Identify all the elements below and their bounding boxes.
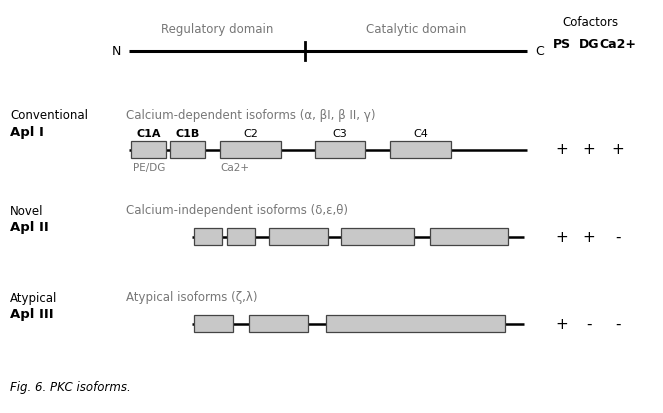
Text: C1B: C1B	[176, 129, 200, 139]
Text: C4: C4	[413, 129, 428, 139]
Text: +: +	[556, 316, 569, 331]
Text: Apl II: Apl II	[10, 221, 48, 234]
Bar	[430, 228, 508, 246]
Bar	[315, 142, 365, 159]
Text: Atypical: Atypical	[10, 291, 57, 304]
Text: +: +	[611, 142, 625, 157]
Text: Apl III: Apl III	[10, 307, 54, 320]
Bar	[341, 228, 414, 246]
Text: +: +	[556, 230, 569, 244]
Bar	[269, 228, 328, 246]
Text: PE/DG: PE/DG	[133, 162, 165, 172]
Text: Ca2+: Ca2+	[221, 162, 250, 172]
Text: Fig. 6. PKC isoforms.: Fig. 6. PKC isoforms.	[10, 380, 131, 393]
Text: Cofactors: Cofactors	[562, 16, 618, 29]
Text: PS: PS	[553, 38, 572, 51]
Bar	[194, 315, 233, 332]
Bar	[227, 228, 255, 246]
Bar	[390, 142, 451, 159]
Bar	[194, 228, 222, 246]
Bar	[220, 142, 281, 159]
Text: -: -	[615, 316, 621, 331]
Text: Atypical isoforms (ζ,λ): Atypical isoforms (ζ,λ)	[126, 290, 257, 303]
Text: Catalytic domain: Catalytic domain	[366, 23, 466, 36]
Text: +: +	[582, 142, 595, 157]
Text: C1A: C1A	[137, 129, 160, 139]
Text: N: N	[112, 45, 121, 58]
Text: Calcium-dependent isoforms (α, βI, β II, γ): Calcium-dependent isoforms (α, βI, β II,…	[126, 108, 375, 121]
Text: -: -	[615, 230, 621, 244]
Text: Apl I: Apl I	[10, 126, 44, 139]
Bar	[170, 142, 205, 159]
Text: Ca2+: Ca2+	[599, 38, 636, 51]
Text: Calcium-independent isoforms (δ,ε,θ): Calcium-independent isoforms (δ,ε,θ)	[126, 203, 348, 216]
Bar	[249, 315, 308, 332]
Text: C3: C3	[332, 129, 347, 139]
Text: Novel: Novel	[10, 204, 44, 217]
Text: Conventional: Conventional	[10, 109, 88, 122]
Text: DG: DG	[579, 38, 599, 51]
Text: +: +	[556, 142, 569, 157]
Text: -: -	[586, 316, 591, 331]
Text: C2: C2	[243, 129, 258, 139]
Text: C: C	[535, 45, 544, 58]
Bar	[326, 315, 505, 332]
Bar	[131, 142, 166, 159]
Text: Regulatory domain: Regulatory domain	[161, 23, 273, 36]
Text: +: +	[582, 230, 595, 244]
